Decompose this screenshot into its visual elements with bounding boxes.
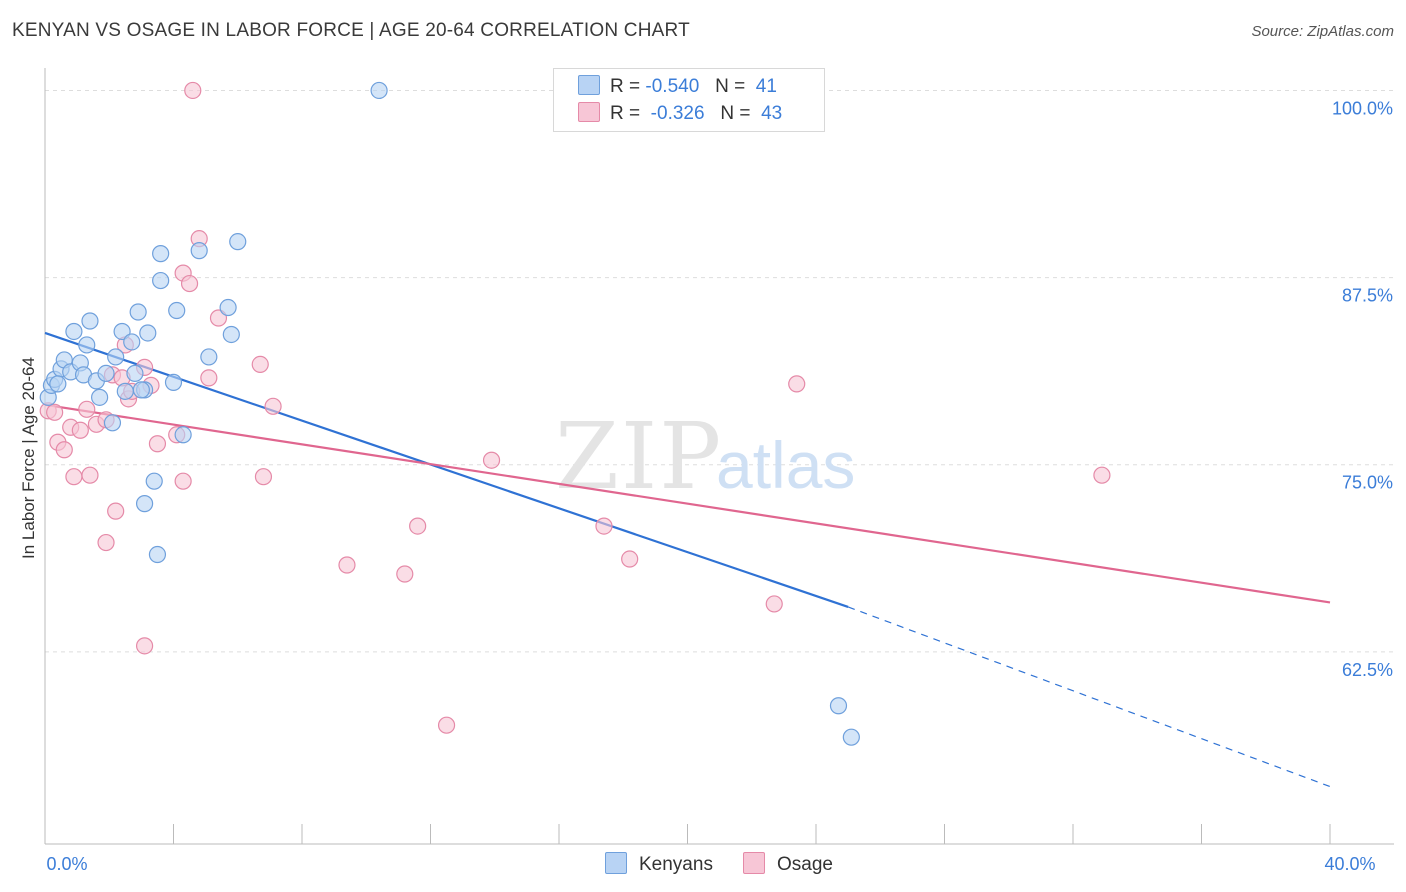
osage-n-value: 43	[761, 103, 783, 124]
osage-point-34	[396, 565, 414, 583]
osage-n-label: N =	[720, 103, 751, 124]
osage-point-6	[71, 421, 89, 439]
osage-point-19	[135, 637, 154, 655]
kenyan-point-15	[107, 348, 125, 366]
osage-point-35	[409, 517, 427, 535]
kenyan-point-19	[126, 364, 144, 382]
kenyan-point-31	[190, 242, 208, 260]
kenyan-point-27	[152, 271, 170, 290]
kenyan-point-39	[49, 375, 67, 393]
kenyan-point-38	[842, 728, 860, 746]
osage-point-1	[46, 403, 64, 421]
osage-point-39	[621, 550, 639, 568]
osage-swatch	[578, 102, 600, 122]
kenyan-point-30	[174, 426, 192, 444]
kenyan-point-13	[97, 364, 115, 382]
kenyans-trend-extension	[847, 606, 1331, 788]
osage-point-10	[97, 533, 115, 552]
correlation-legend: R = -0.540 N = 41 R = -0.326 N = 43	[553, 68, 825, 132]
y-tick-label-0: 100.0%	[1332, 98, 1393, 118]
osage-point-13	[107, 502, 125, 520]
kenyan-point-12	[91, 388, 109, 406]
kenyan-point-9	[78, 336, 96, 354]
source-label: Source: ZipAtlas.com	[1251, 23, 1394, 40]
trend-lines	[44, 331, 1331, 788]
osage-point-24	[174, 472, 192, 490]
kenyans-n-label: N =	[715, 76, 746, 97]
osage-point-32	[264, 397, 282, 415]
kenyan-point-22	[135, 495, 154, 513]
osage-legend-swatch	[743, 852, 765, 874]
kenyans-r-label: R =	[610, 76, 641, 97]
osage-point-25	[180, 274, 199, 293]
y-tick-label-2: 75.0%	[1342, 473, 1393, 493]
kenyan-point-18	[123, 333, 141, 351]
osage-legend-label: Osage	[777, 854, 833, 875]
osage-point-3	[55, 441, 73, 459]
x-tick-label-1: 40.0%	[1324, 854, 1375, 874]
osage-point-41	[788, 375, 806, 393]
osage-point-31	[254, 468, 273, 486]
kenyan-point-35	[229, 233, 247, 251]
x-tick-label-0: 0.0%	[46, 854, 87, 874]
kenyan-point-17	[116, 382, 134, 400]
watermark-zip: ZIP	[555, 403, 723, 510]
osage-point-37	[482, 451, 501, 469]
chart-title: KENYAN VS OSAGE IN LABOR FORCE | AGE 20-…	[12, 20, 690, 41]
kenyan-point-25	[148, 545, 167, 564]
tick-labels: 100.0% 87.5% 75.0% 62.5% 0.0% 40.0%	[46, 98, 1393, 874]
kenyan-point-26	[152, 245, 170, 263]
osage-point-5	[65, 468, 83, 486]
osage-point-33	[338, 556, 356, 574]
kenyan-point-29	[168, 301, 186, 320]
osage-point-26	[184, 81, 202, 100]
osage-point-36	[437, 716, 456, 734]
axes	[44, 68, 1394, 845]
kenyan-point-34	[222, 325, 240, 344]
kenyans-legend-label: Kenyans	[639, 854, 713, 875]
kenyan-point-40	[132, 381, 150, 399]
kenyan-point-37	[829, 697, 848, 715]
y-tick-label-3: 62.5%	[1342, 660, 1393, 680]
legend-row-kenyans: R = -0.540 N = 41	[578, 75, 777, 99]
kenyan-point-23	[139, 324, 157, 342]
kenyan-point-28	[164, 373, 183, 391]
osage-r-value: -0.326	[650, 103, 705, 124]
osage-trend-line	[44, 403, 1331, 604]
kenyan-point-6	[65, 322, 83, 341]
kenyans-swatch	[578, 75, 600, 95]
grid-lines	[45, 89, 1394, 653]
osage-point-42	[1093, 466, 1111, 484]
osage-point-40	[765, 595, 783, 613]
kenyan-point-14	[103, 414, 122, 432]
y-tick-label-1: 87.5%	[1342, 286, 1393, 306]
kenyan-point-32	[200, 348, 218, 366]
osage-r-label: R =	[610, 103, 641, 124]
legend-row-osage: R = -0.326 N = 43	[578, 102, 782, 126]
osage-point-7	[78, 400, 96, 418]
legend-item-kenyans[interactable]: Kenyans	[605, 852, 713, 876]
osage-point-8	[81, 466, 99, 484]
osage-point-30	[251, 355, 269, 374]
kenyan-point-24	[145, 472, 163, 490]
legend-item-osage[interactable]: Osage	[743, 852, 833, 876]
kenyan-point-36	[370, 81, 388, 100]
osage-point-21	[148, 435, 167, 453]
y-axis-label: In Labor Force | Age 20-64	[19, 357, 38, 559]
kenyans-legend-swatch	[605, 852, 627, 874]
osage-point-38	[595, 517, 613, 535]
kenyan-point-33	[219, 298, 237, 317]
kenyans-r-value: -0.540	[645, 76, 700, 97]
osage-point-28	[200, 369, 218, 387]
kenyan-point-20	[129, 303, 147, 321]
data-points	[39, 81, 1111, 746]
kenyans-n-value: 41	[755, 76, 777, 97]
watermark-atlas: atlas	[716, 428, 855, 502]
kenyan-point-10	[81, 312, 99, 330]
